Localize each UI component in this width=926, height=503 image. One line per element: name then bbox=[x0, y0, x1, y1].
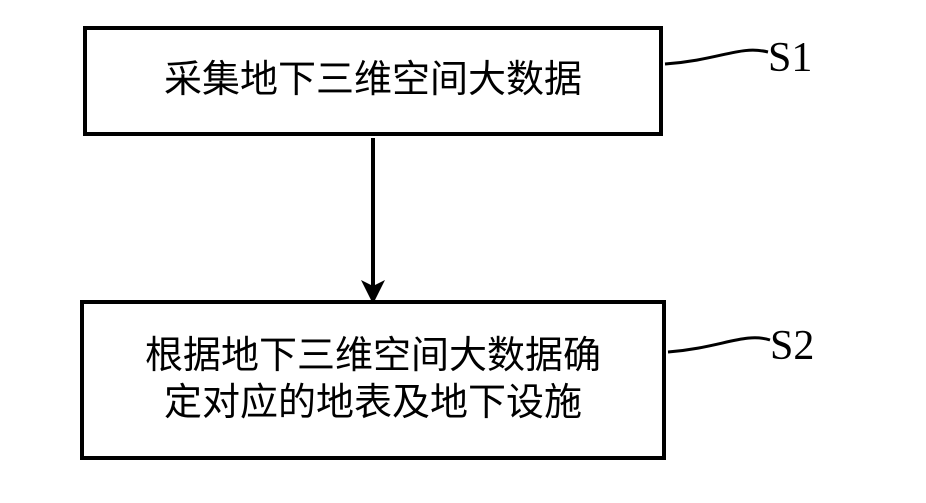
flowchart-canvas: 采集地下三维空间大数据 S1 根据地下三维空间大数据确定对应的地表及地下设施 S… bbox=[0, 0, 926, 503]
edge-s1-s2 bbox=[0, 0, 926, 503]
